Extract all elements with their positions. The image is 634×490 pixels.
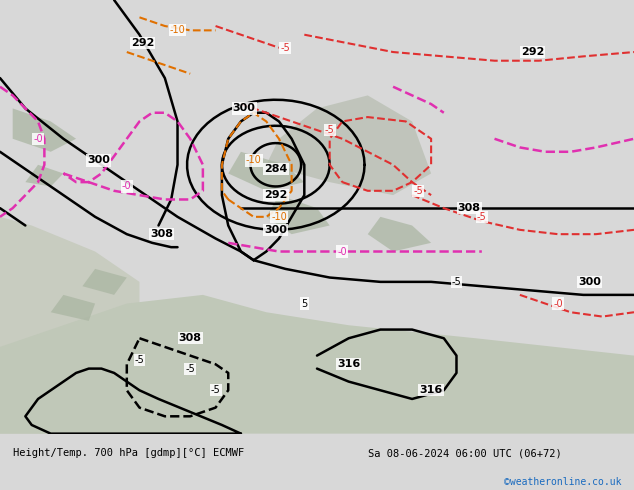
Text: 292: 292 — [264, 190, 287, 200]
Text: 300: 300 — [233, 103, 256, 113]
Text: -5: -5 — [134, 355, 145, 365]
Polygon shape — [266, 195, 330, 234]
Text: -10: -10 — [170, 25, 185, 35]
Text: 292: 292 — [521, 47, 544, 57]
Text: -5: -5 — [185, 364, 195, 373]
Text: -0: -0 — [122, 181, 132, 192]
Polygon shape — [25, 165, 63, 187]
Text: -5: -5 — [210, 385, 221, 395]
Text: 316: 316 — [420, 385, 443, 395]
Text: 284: 284 — [264, 164, 287, 174]
Text: ©weatheronline.co.uk: ©weatheronline.co.uk — [504, 477, 621, 487]
Text: 300: 300 — [578, 277, 601, 287]
Text: 300: 300 — [264, 225, 287, 235]
Text: 300: 300 — [87, 155, 110, 166]
Text: -0: -0 — [337, 246, 347, 257]
Text: -10: -10 — [246, 155, 261, 166]
Polygon shape — [51, 295, 95, 321]
Polygon shape — [266, 96, 431, 195]
Text: -5: -5 — [280, 43, 290, 53]
Polygon shape — [368, 217, 431, 251]
Polygon shape — [0, 295, 634, 434]
Text: -0: -0 — [33, 134, 43, 144]
Text: -5: -5 — [413, 186, 424, 196]
Text: 308: 308 — [150, 229, 173, 239]
Text: -5: -5 — [325, 125, 335, 135]
Polygon shape — [82, 269, 127, 295]
Text: -0: -0 — [553, 298, 563, 309]
Text: -10: -10 — [271, 212, 287, 222]
Polygon shape — [13, 108, 76, 152]
Text: 5: 5 — [301, 298, 307, 309]
Text: 308: 308 — [458, 203, 481, 213]
Text: 308: 308 — [179, 333, 202, 343]
Text: 292: 292 — [131, 38, 154, 49]
Text: 316: 316 — [337, 359, 360, 369]
Polygon shape — [228, 152, 304, 191]
Text: -5: -5 — [477, 212, 487, 222]
Polygon shape — [0, 217, 139, 434]
Text: Height/Temp. 700 hPa [gdmp][°C] ECMWF: Height/Temp. 700 hPa [gdmp][°C] ECMWF — [13, 448, 244, 458]
Text: -5: -5 — [451, 277, 462, 287]
Text: Sa 08-06-2024 06:00 UTC (06+72): Sa 08-06-2024 06:00 UTC (06+72) — [368, 448, 562, 458]
